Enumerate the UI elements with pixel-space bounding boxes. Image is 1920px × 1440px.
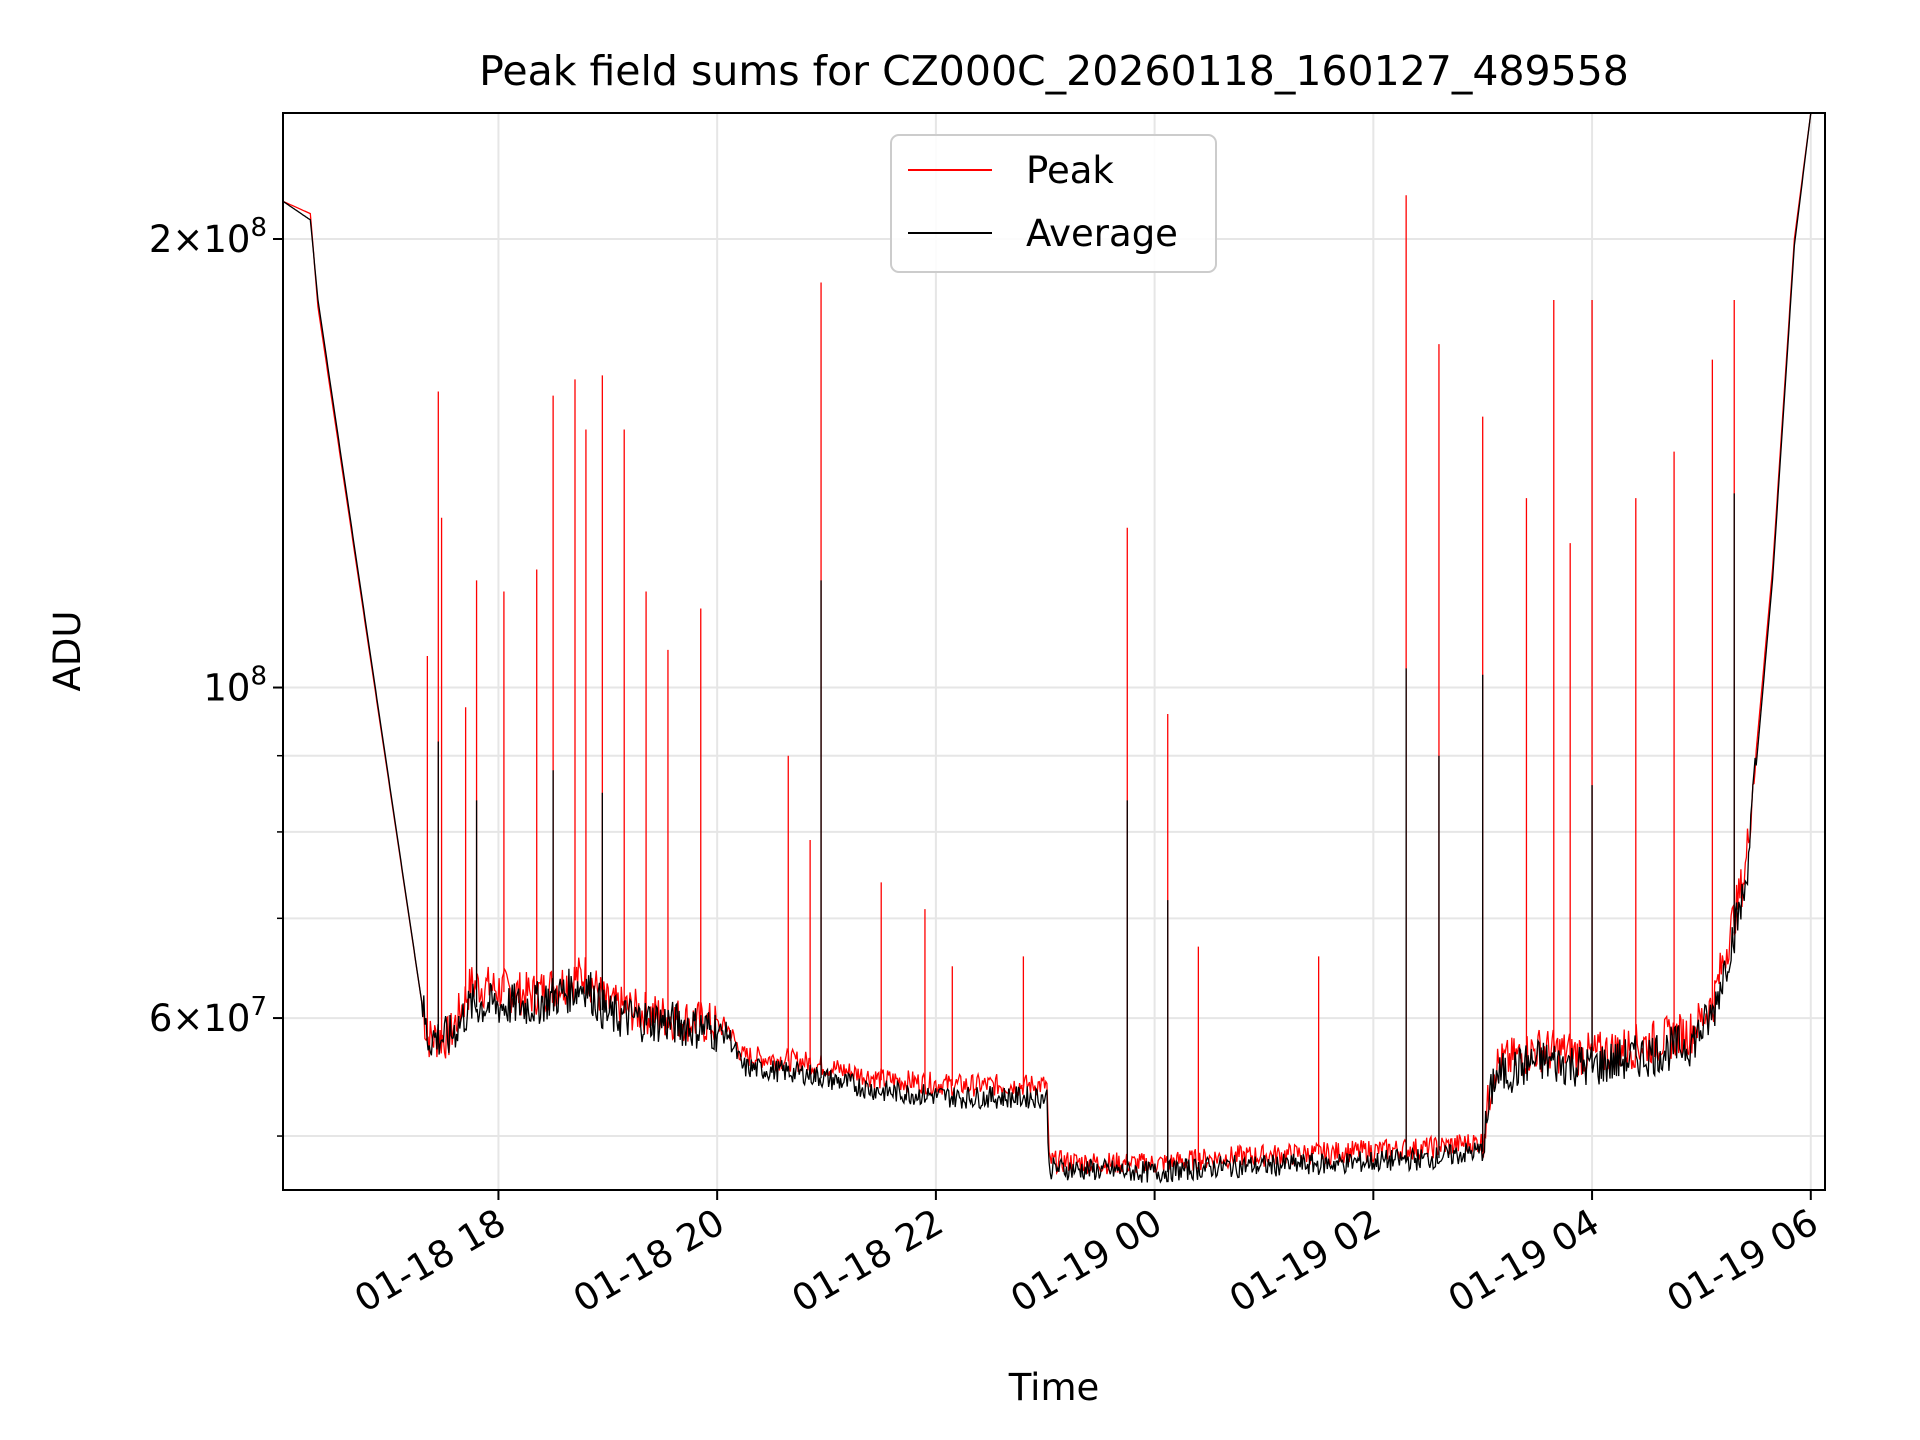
y-axis-label: ADU bbox=[46, 611, 89, 692]
legend: Peak Average bbox=[890, 134, 1217, 273]
chart-title: Peak field sums for CZ000C_20260118_1601… bbox=[479, 47, 1629, 95]
series-average bbox=[282, 112, 1812, 1184]
series-line-peak bbox=[282, 112, 1812, 1176]
plot-area bbox=[282, 112, 1812, 1184]
legend-label-average: Average bbox=[1026, 212, 1178, 255]
y-tick-label: 2×108 bbox=[149, 213, 267, 261]
x-axis-label: Time bbox=[1008, 1366, 1100, 1409]
y-tick-label: 6×107 bbox=[149, 992, 267, 1040]
series-line-average bbox=[282, 112, 1812, 1184]
legend-label-peak: Peak bbox=[1026, 149, 1114, 192]
plot-frame bbox=[282, 112, 1826, 1191]
series-peak bbox=[282, 112, 1812, 1176]
y-tick-label: 108 bbox=[203, 662, 267, 710]
